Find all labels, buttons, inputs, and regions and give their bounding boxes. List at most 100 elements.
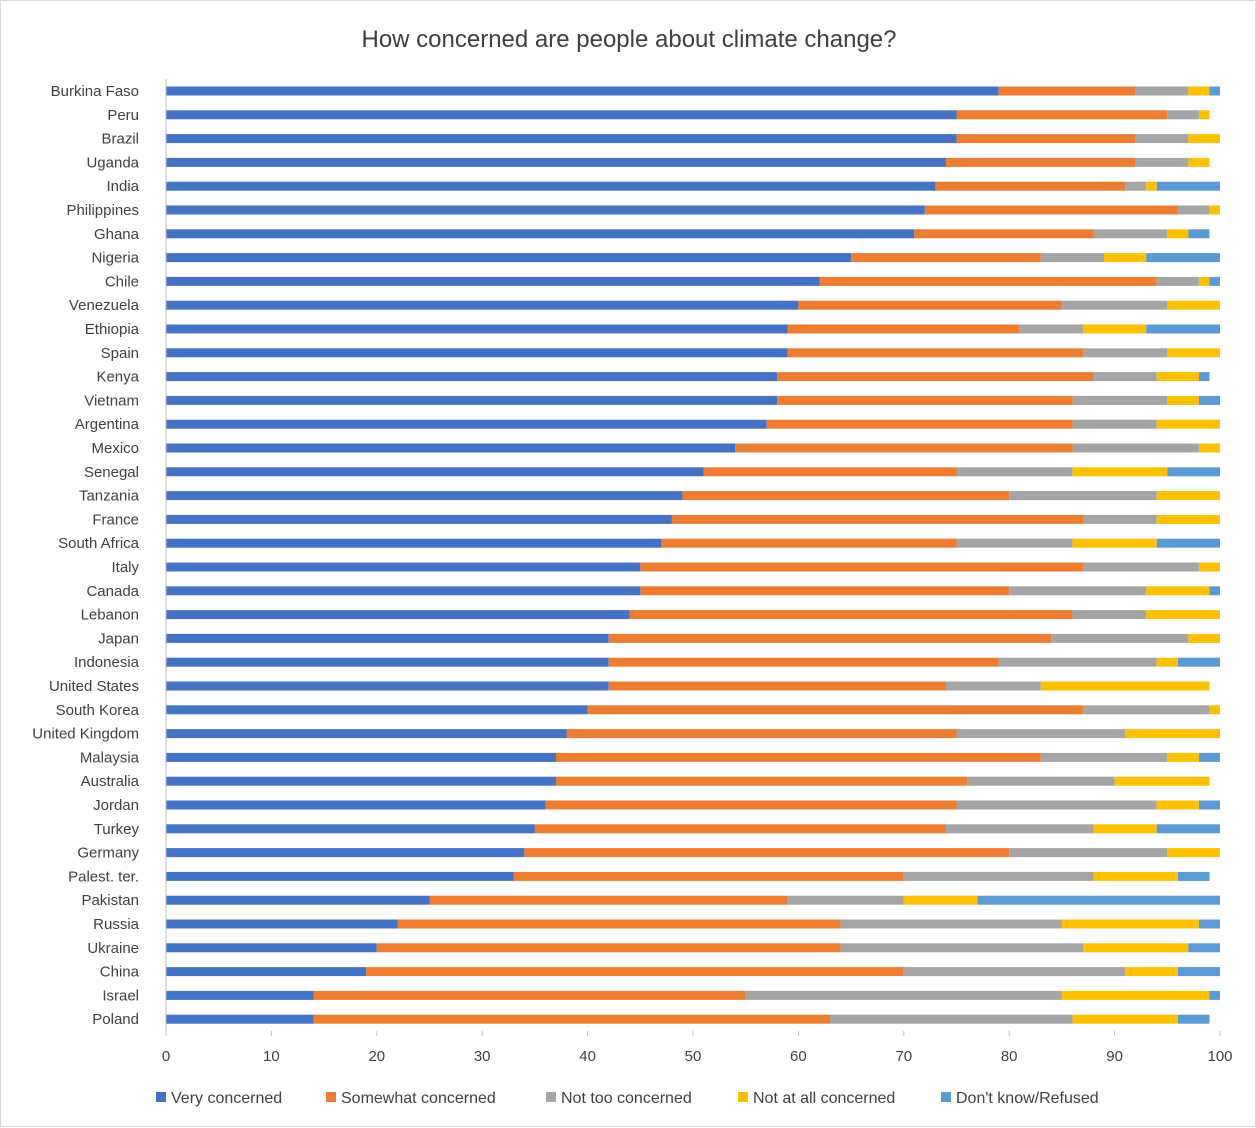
category-label: Indonesia: [74, 654, 140, 671]
bar-area: [166, 86, 1220, 1024]
bar-segment: [661, 538, 957, 548]
category-label: Palest. ter.: [68, 868, 139, 885]
bar-segment: [1009, 848, 1168, 858]
bar-segment: [703, 467, 957, 477]
bar-segment: [1167, 110, 1199, 120]
legend: Very concerned Somewhat concerned Not too …: [156, 1090, 1099, 1107]
category-label: Canada: [86, 583, 139, 600]
category-label: Australia: [81, 773, 140, 790]
bar-segment: [524, 848, 1010, 858]
legend-swatch: [941, 1092, 951, 1102]
bar-segment: [1167, 395, 1199, 405]
bar-segment: [166, 586, 641, 596]
bar-segment: [1072, 443, 1199, 453]
category-label: Philippines: [66, 202, 139, 219]
category-label: United Kingdom: [32, 726, 139, 743]
bar-segment: [1177, 657, 1220, 667]
category-label: Russia: [93, 916, 140, 933]
bar-segment: [1072, 1014, 1178, 1024]
bar-segment: [1072, 419, 1157, 429]
bar-segment: [1198, 443, 1220, 453]
bar-segment: [366, 967, 904, 977]
category-label: Vietnam: [84, 392, 139, 409]
bar-segment: [1177, 205, 1210, 215]
category-label: Ethiopia: [85, 321, 140, 338]
bar-segment: [745, 990, 1062, 1000]
bar-segment: [1198, 276, 1210, 286]
bar-segment: [166, 467, 704, 477]
bar-segment: [166, 657, 609, 667]
bar-segment: [1167, 300, 1220, 310]
category-label: Ukraine: [87, 940, 139, 957]
bar-segment: [376, 943, 841, 953]
category-label: India: [106, 178, 139, 195]
bar-segment: [1051, 633, 1189, 643]
bar-segment: [945, 824, 1094, 834]
bar-segment: [1082, 348, 1168, 358]
x-tick-label: 20: [368, 1048, 385, 1065]
legend-label: Not at all concerned: [753, 1090, 895, 1107]
bar-segment: [166, 253, 852, 263]
category-label: Kenya: [96, 369, 139, 386]
bar-segment: [766, 419, 1073, 429]
bar-segment: [1209, 990, 1220, 1000]
bar-segment: [1061, 990, 1210, 1000]
bar-segment: [629, 610, 1073, 620]
category-label: Malaysia: [80, 749, 140, 766]
bar-segment: [545, 800, 957, 810]
bar-segment: [166, 776, 556, 786]
category-label: Nigeria: [91, 250, 139, 267]
bar-segment: [1135, 134, 1189, 144]
bar-segment: [166, 205, 925, 215]
x-tick-label: 100: [1207, 1048, 1232, 1065]
bar-segment: [1188, 86, 1210, 96]
bar-segment: [166, 276, 820, 286]
bar-segment: [166, 610, 630, 620]
bar-segment: [1125, 967, 1178, 977]
bar-segment: [534, 824, 946, 834]
category-label: Poland: [92, 1011, 139, 1028]
x-tick-label: 90: [1106, 1048, 1123, 1065]
bar-segment: [956, 467, 1073, 477]
bar-segment: [640, 562, 1083, 572]
bar-segment: [513, 871, 904, 881]
category-label: Peru: [107, 107, 139, 124]
bar-segment: [166, 419, 767, 429]
bar-segment: [1167, 467, 1220, 477]
bar-segment: [166, 967, 367, 977]
bar-segment: [798, 300, 1062, 310]
bar-segment: [166, 990, 314, 1000]
bar-segment: [935, 181, 1126, 191]
bar-segment: [1156, 491, 1220, 501]
bar-segment: [166, 681, 609, 691]
bar-segment: [1009, 586, 1147, 596]
bar-segment: [924, 205, 1178, 215]
bar-segment: [1135, 86, 1189, 96]
x-tick-label: 70: [895, 1048, 912, 1065]
bar-segment: [608, 657, 999, 667]
bar-segment: [945, 157, 1136, 167]
bar-segment: [313, 990, 746, 1000]
bar-segment: [998, 86, 1136, 96]
category-label: Turkey: [94, 821, 140, 838]
bar-segment: [1156, 800, 1199, 810]
bar-segment: [1009, 491, 1157, 501]
bar-segment: [1114, 776, 1210, 786]
bar-segment: [166, 86, 999, 96]
bar-segment: [313, 1014, 831, 1024]
bar-segment: [1198, 919, 1220, 929]
legend-label: Not too concerned: [561, 1090, 692, 1107]
bar-segment: [1072, 395, 1168, 405]
category-labels: Burkina Faso Peru Brazil Uganda India Philipp…: [32, 83, 139, 1028]
chart-title: How concerned are people about climate c…: [361, 26, 896, 53]
bar-segment: [1061, 919, 1199, 929]
bar-segment: [671, 514, 1083, 524]
legend-swatch: [738, 1092, 748, 1102]
bar-segment: [956, 729, 1126, 739]
bar-segment: [998, 657, 1157, 667]
bar-segment: [608, 633, 1052, 643]
bar-segment: [1209, 705, 1220, 715]
category-label: Burkina Faso: [51, 83, 139, 100]
bar-segment: [903, 967, 1126, 977]
